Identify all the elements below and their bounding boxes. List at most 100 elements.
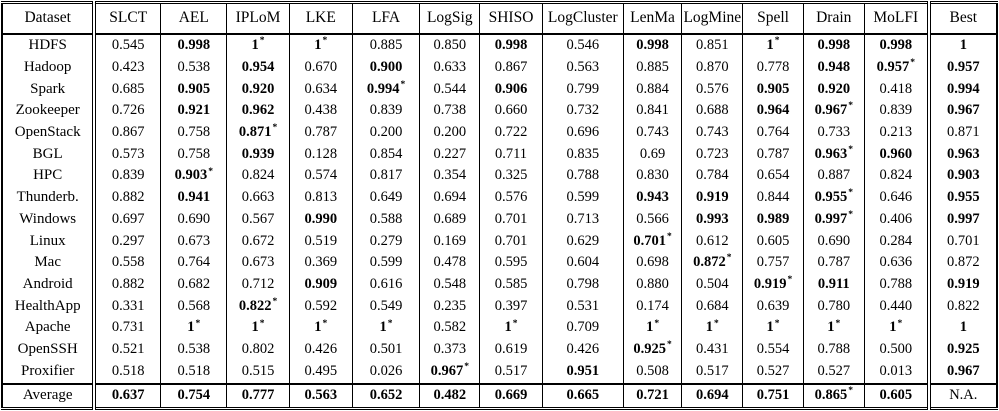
- cell-best: 0.957: [926, 56, 997, 79]
- cell-best: 0.967: [926, 99, 997, 122]
- cell-ael: 0.905: [160, 78, 227, 100]
- accuracy-value: 0.998: [177, 36, 211, 53]
- cell-shiso: 0.576: [479, 186, 543, 209]
- accuracy-value: 0.906: [494, 80, 528, 97]
- average-row: Average 0.637 0.754 0.777 0.563 0.652 0.482 0.6…: [2, 382, 997, 409]
- accuracy-value: 0.588: [369, 210, 403, 227]
- accuracy-value: 0.688: [695, 102, 729, 119]
- dataset-label: Windows: [19, 210, 77, 227]
- cell-shiso: 0.595: [479, 251, 543, 274]
- table-row: BGL 0.573 0.758 0.939 0.128 0.854 0.227 0.711 0.…: [2, 143, 997, 166]
- cell-iplom: 0.567: [226, 208, 290, 231]
- accuracy-value: 0.957: [876, 58, 910, 75]
- cell-best: 0.872: [926, 251, 997, 274]
- accuracy-value: 0.546: [566, 36, 600, 53]
- accuracy-value: 0.519: [304, 232, 338, 249]
- cell-logsig: 0.482: [419, 382, 480, 409]
- cell-spell: 1*: [742, 33, 804, 57]
- cell-iplom: 0.962: [226, 99, 290, 122]
- cell-logcluster: 0.696: [541, 121, 624, 144]
- cell-logmine: 0.870: [681, 56, 743, 79]
- accuracy-value: 0.799: [566, 80, 600, 97]
- accuracy-value: 0.369: [304, 254, 338, 271]
- cell-iplom: 0.824: [226, 165, 290, 187]
- cell-logsig: 0.354: [419, 165, 480, 187]
- accuracy-value: 0.612: [695, 232, 729, 249]
- dataset-label: Android: [22, 276, 73, 293]
- dataset-label: Zookeeper: [15, 102, 80, 119]
- accuracy-value: 0.920: [241, 80, 275, 97]
- column-header-best: Best: [926, 2, 997, 35]
- dataset-label: OpenStack: [14, 124, 81, 140]
- accuracy-value: 0.701: [633, 232, 666, 249]
- best-marker-asterisk: *: [464, 362, 469, 373]
- accuracy-value: 0.998: [636, 36, 669, 53]
- cell-drain: 0.963*: [802, 143, 865, 166]
- accuracy-value: 0.919: [947, 276, 980, 293]
- cell-iplom: 0.871*: [226, 121, 290, 144]
- accuracy-value: 1: [187, 319, 195, 336]
- cell-iplom: 0.802: [226, 338, 290, 361]
- accuracy-value: 0.521: [111, 341, 145, 358]
- accuracy-value: 0.954: [241, 58, 275, 75]
- cell-lenma: 0.943: [622, 186, 682, 209]
- accuracy-value: 0.501: [369, 341, 403, 358]
- cell-molfi: 0.013: [863, 360, 929, 384]
- cell-drain: 0.967*: [802, 99, 865, 122]
- cell-lke: 1*: [288, 33, 353, 57]
- cell-best: 1: [926, 317, 997, 339]
- cell-logmine: 0.504: [681, 273, 743, 296]
- cell-iplom: 0.822*: [226, 295, 290, 318]
- cell-shiso: 0.711: [479, 143, 543, 166]
- cell-logmine: 0.576: [681, 78, 743, 100]
- accuracy-value: 0.788: [879, 276, 913, 293]
- accuracy-value: 0.697: [111, 210, 145, 227]
- accuracy-value: 0.905: [756, 80, 790, 97]
- accuracy-value: 0.605: [879, 387, 913, 404]
- accuracy-value: 0.722: [494, 124, 528, 140]
- accuracy-value: 0.997: [814, 210, 848, 227]
- cell-slct: 0.297: [92, 230, 161, 252]
- column-header-lke: LKE: [288, 2, 353, 35]
- accuracy-value: 0.517: [695, 363, 729, 380]
- cell-lfa: 0.994*: [351, 78, 420, 100]
- dataset-label: Mac: [34, 254, 61, 271]
- accuracy-value: 0.227: [433, 145, 467, 162]
- accuracy-value: 0.637: [111, 387, 145, 404]
- cell-logcluster: 0.835: [541, 143, 624, 166]
- accuracy-value: 0.841: [636, 102, 669, 119]
- accuracy-value: 0.576: [695, 80, 729, 97]
- accuracy-value: 0.778: [756, 58, 790, 75]
- cell-lke: 0.574: [288, 165, 353, 187]
- accuracy-value: 0.732: [566, 102, 600, 119]
- accuracy-value: 0.939: [241, 145, 275, 162]
- accuracy-value: 0.595: [494, 254, 528, 271]
- cell-molfi: 0.998: [863, 33, 929, 57]
- cell-lfa: 0.839: [351, 99, 420, 122]
- cell-drain: 0.920: [802, 78, 865, 100]
- dataset-label: Apache: [24, 319, 71, 336]
- cell-slct: 0.882: [92, 186, 161, 209]
- cell-ael: 0.921: [160, 99, 227, 122]
- accuracy-value: 1: [827, 319, 835, 336]
- cell-iplom: 1*: [226, 33, 290, 57]
- accuracy-value: 0.870: [695, 58, 729, 75]
- cell-slct: 0.867: [92, 121, 161, 144]
- accuracy-value: 0.788: [817, 341, 851, 358]
- cell-ael: 0.568: [160, 295, 227, 318]
- accuracy-value: N.A.: [949, 387, 978, 404]
- accuracy-value: 0.757: [756, 254, 790, 271]
- cell-best: 0.955: [926, 186, 997, 209]
- cell-lke: 0.426: [288, 338, 353, 361]
- cell-best: 0.903: [926, 165, 997, 187]
- cell-logsig: 0.235: [419, 295, 480, 318]
- cell-drain: 0.998: [802, 33, 865, 57]
- cell-iplom: 0.954: [226, 56, 290, 79]
- cell-spell: 0.964: [742, 99, 804, 122]
- accuracy-value: 0.701: [494, 210, 528, 227]
- cell-best: 0.997: [926, 208, 997, 231]
- accuracy-value: 0.839: [879, 102, 913, 119]
- accuracy-value: 0.911: [817, 276, 850, 293]
- accuracy-value: 0.867: [494, 58, 528, 75]
- accuracy-value: 1: [251, 319, 259, 336]
